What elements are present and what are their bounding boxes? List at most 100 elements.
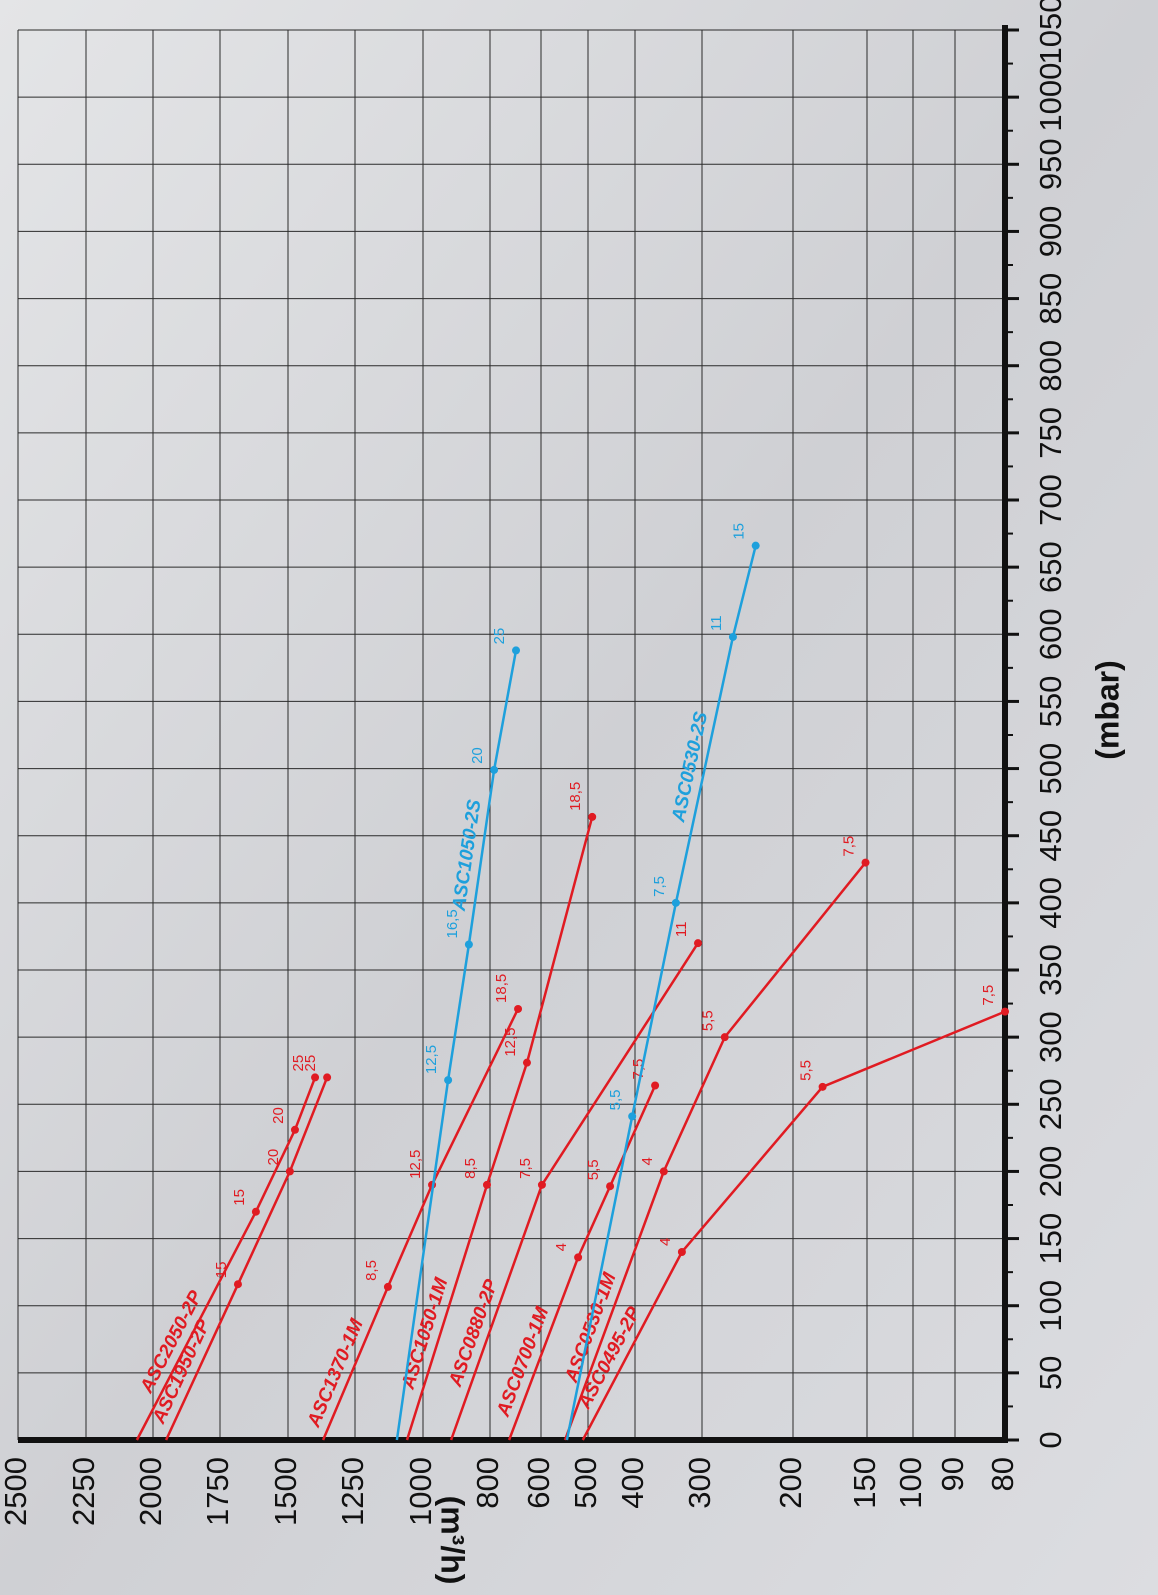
x-tick-label: 500 — [1033, 743, 1068, 795]
point-label: 7,5 — [980, 985, 997, 1006]
point — [693, 939, 702, 948]
point-label: 7,5 — [651, 876, 668, 897]
y-tick-label: 1000 — [403, 1457, 438, 1526]
point-label: 15 — [731, 523, 748, 540]
series-line — [507, 1084, 657, 1441]
point-label: 25 — [491, 628, 508, 645]
point-label: 7,5 — [517, 1158, 534, 1179]
x-tick-label: 400 — [1033, 877, 1068, 929]
point-label: 5,5 — [798, 1060, 815, 1081]
y-tick-label: 600 — [521, 1457, 556, 1509]
point-label: 20 — [469, 747, 486, 764]
point — [651, 1081, 660, 1090]
x-tick-label: 800 — [1033, 340, 1068, 392]
point — [537, 1180, 546, 1189]
point — [628, 1112, 637, 1121]
x-tick-label: 950 — [1033, 138, 1068, 190]
point — [512, 646, 521, 655]
y-tick-label: 300 — [682, 1457, 717, 1509]
x-tick-label: 300 — [1033, 1011, 1068, 1063]
x-tick-label: 0 — [1033, 1431, 1068, 1448]
point — [671, 898, 680, 907]
point-label: 15 — [231, 1189, 248, 1206]
x-axis-title: (mbar) — [1089, 660, 1125, 760]
point — [522, 1058, 531, 1067]
point-label: 8,5 — [363, 1260, 380, 1281]
point — [251, 1207, 260, 1216]
x-tick-label: 750 — [1033, 407, 1068, 459]
point — [588, 812, 597, 821]
y-tick-label: 1500 — [268, 1457, 303, 1526]
y-axis-title: (m³/h) — [435, 1496, 471, 1585]
y-tick-label: 1250 — [335, 1457, 370, 1526]
y-tick-label: 500 — [568, 1457, 603, 1509]
point-label: 18,5 — [493, 974, 510, 1003]
x-tick-label: 1050 — [1033, 0, 1068, 64]
point — [861, 858, 870, 867]
x-tick-label: 550 — [1033, 676, 1068, 728]
x-tick-label: 450 — [1033, 810, 1068, 862]
series-line — [563, 861, 867, 1441]
point — [728, 632, 737, 641]
point-label: 5,5 — [700, 1010, 717, 1031]
y-tick-label: 80 — [985, 1457, 1020, 1491]
point-label: 16,5 — [444, 909, 461, 938]
y-tick-label: 2250 — [66, 1457, 101, 1526]
point — [677, 1248, 686, 1256]
x-tick-label: 900 — [1033, 206, 1068, 258]
series-line — [135, 1076, 317, 1441]
point — [285, 1167, 294, 1176]
y-tick-label: 100 — [893, 1457, 928, 1509]
series-line — [321, 1008, 520, 1441]
point-label: 5,5 — [607, 1090, 624, 1111]
point — [464, 940, 473, 949]
point — [311, 1073, 320, 1082]
point — [574, 1253, 583, 1262]
y-tick-label: 400 — [615, 1457, 650, 1509]
point — [659, 1167, 668, 1176]
y-tick-label: 150 — [847, 1457, 882, 1509]
point — [323, 1073, 332, 1082]
point — [482, 1180, 491, 1189]
point — [383, 1282, 392, 1291]
point — [1001, 1007, 1009, 1016]
x-tick-label: 600 — [1033, 608, 1068, 660]
point-label: 12,5 — [423, 1045, 440, 1074]
y-tick-label: 1750 — [200, 1457, 235, 1526]
point-label: 20 — [270, 1107, 287, 1124]
x-tick-label: 200 — [1033, 1146, 1068, 1198]
point-label: 4 — [639, 1157, 656, 1165]
point-label: 8,5 — [462, 1158, 479, 1179]
point — [514, 1004, 523, 1013]
point-label: 11 — [673, 922, 690, 938]
y-tick-label: 2500 — [0, 1457, 33, 1526]
point — [818, 1082, 827, 1091]
x-tick-label: 650 — [1033, 541, 1068, 593]
point-label: 20 — [265, 1149, 282, 1166]
x-tick-label: 850 — [1033, 273, 1068, 325]
point — [720, 1033, 729, 1042]
series-line — [405, 816, 594, 1441]
x-tick-label: 150 — [1033, 1213, 1068, 1265]
point-label: 4 — [657, 1238, 674, 1246]
point-label: 5,5 — [585, 1159, 602, 1180]
point-label: 12,5 — [502, 1027, 519, 1056]
point-label: 18,5 — [567, 782, 584, 811]
series-line — [164, 1076, 329, 1441]
x-tick-label: 100 — [1033, 1280, 1068, 1332]
x-tick-label: 700 — [1033, 474, 1068, 526]
point — [290, 1125, 299, 1134]
point — [444, 1076, 453, 1085]
y-tick-label: 200 — [773, 1457, 808, 1509]
x-tick-label: 250 — [1033, 1078, 1068, 1130]
point-label: 25 — [290, 1055, 307, 1072]
series-line — [581, 1010, 1006, 1441]
point-label: 12,5 — [407, 1150, 424, 1179]
point-label: 15 — [213, 1262, 230, 1279]
point — [490, 765, 499, 774]
point — [606, 1182, 615, 1191]
y-tick-label: 90 — [935, 1457, 970, 1491]
point — [751, 541, 760, 550]
y-tick-label: 2000 — [133, 1457, 168, 1526]
